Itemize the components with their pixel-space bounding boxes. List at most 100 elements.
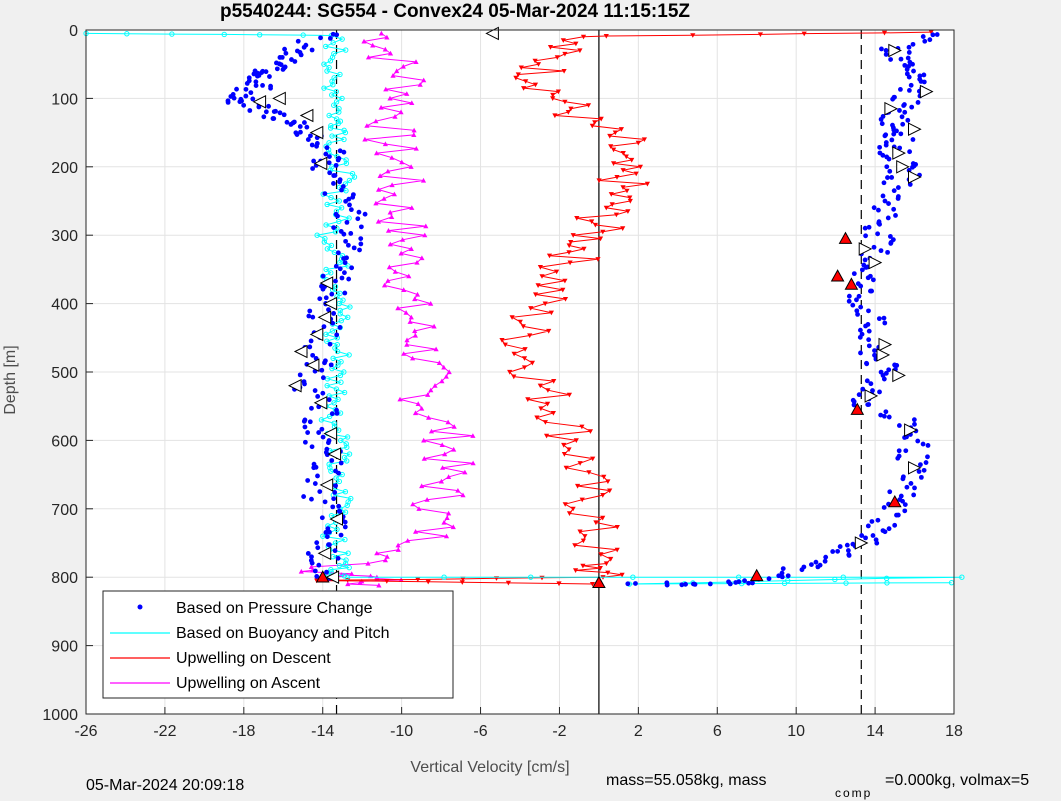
series-point bbox=[247, 108, 253, 113]
series-point bbox=[911, 492, 917, 498]
series-point bbox=[895, 512, 901, 518]
series-point bbox=[357, 247, 362, 253]
glide-marker bbox=[325, 570, 340, 585]
series-point bbox=[439, 442, 445, 447]
series-point bbox=[780, 566, 786, 572]
series-point bbox=[883, 52, 889, 57]
series-point bbox=[241, 102, 247, 108]
series-point bbox=[915, 438, 921, 444]
series-point bbox=[912, 421, 917, 427]
series-point bbox=[328, 242, 335, 249]
series-point bbox=[426, 415, 432, 420]
series-point bbox=[365, 54, 372, 60]
apogee-marker bbox=[887, 494, 902, 508]
series-point bbox=[561, 452, 567, 457]
series-point bbox=[387, 95, 393, 101]
series-point bbox=[410, 501, 416, 507]
series-point bbox=[326, 440, 331, 446]
series-point bbox=[355, 216, 361, 222]
series-point bbox=[326, 112, 332, 119]
series-point bbox=[311, 158, 317, 164]
series-point bbox=[905, 117, 911, 123]
series-point bbox=[327, 125, 334, 131]
series-point bbox=[340, 297, 346, 303]
series-point bbox=[878, 412, 884, 418]
glide-marker bbox=[323, 296, 338, 311]
series-point bbox=[336, 109, 342, 115]
series-point bbox=[300, 32, 306, 38]
series-point bbox=[537, 265, 543, 270]
series-point bbox=[333, 116, 340, 122]
series-point bbox=[451, 424, 457, 429]
series-point bbox=[552, 113, 558, 119]
series-point bbox=[881, 180, 887, 186]
series-point bbox=[625, 581, 631, 587]
glide-marker bbox=[919, 84, 934, 99]
series-point bbox=[750, 580, 755, 586]
series-point bbox=[250, 96, 256, 102]
series-point bbox=[331, 225, 337, 231]
series-point bbox=[877, 221, 882, 227]
series-point bbox=[364, 123, 370, 128]
series-point bbox=[301, 418, 307, 424]
series-point bbox=[614, 547, 620, 553]
series-point bbox=[881, 315, 887, 321]
series-point bbox=[846, 298, 852, 304]
series-point bbox=[320, 286, 326, 292]
series-point bbox=[445, 419, 451, 425]
series-point bbox=[866, 224, 872, 230]
series-point bbox=[304, 124, 310, 130]
series-point bbox=[414, 260, 420, 265]
series-point bbox=[297, 124, 303, 129]
series-point bbox=[169, 31, 175, 37]
series-point bbox=[273, 108, 278, 114]
series-point bbox=[406, 273, 412, 279]
apogee-marker bbox=[850, 402, 865, 415]
series-point bbox=[830, 549, 836, 554]
legend-label-descent: Upwelling on Descent bbox=[176, 650, 331, 667]
footer-timestamp: 05-Mar-2024 20:09:18 bbox=[86, 777, 244, 794]
series-point bbox=[324, 68, 330, 74]
series-point bbox=[334, 332, 340, 338]
series-point bbox=[308, 564, 314, 569]
series-point bbox=[620, 151, 626, 156]
series-point bbox=[314, 574, 320, 579]
series-point bbox=[627, 195, 633, 201]
series-point bbox=[315, 545, 321, 551]
series-point bbox=[327, 154, 332, 159]
series-point bbox=[925, 443, 931, 448]
series-point bbox=[522, 347, 528, 352]
x-tick-label: 6 bbox=[713, 723, 722, 740]
series-point bbox=[881, 30, 888, 36]
series-point bbox=[409, 205, 415, 210]
glide-marker bbox=[892, 368, 906, 383]
series-point bbox=[361, 38, 367, 44]
series-point bbox=[349, 571, 355, 576]
series-point bbox=[302, 439, 308, 445]
series-point bbox=[344, 255, 349, 261]
series-point bbox=[613, 212, 619, 218]
series-point bbox=[907, 149, 913, 155]
series-point bbox=[551, 379, 557, 384]
glide-marker bbox=[317, 546, 332, 561]
series-point bbox=[334, 410, 340, 416]
series-point bbox=[905, 55, 911, 61]
series-point bbox=[580, 563, 586, 569]
series-point bbox=[892, 522, 898, 528]
glide-marker bbox=[858, 242, 873, 256]
series-point bbox=[412, 410, 419, 416]
series-point bbox=[897, 108, 902, 113]
series-point bbox=[859, 267, 865, 273]
series-point bbox=[528, 574, 534, 580]
series-point bbox=[550, 96, 556, 101]
series-point bbox=[896, 448, 902, 454]
series-point bbox=[895, 185, 901, 190]
series-point bbox=[855, 311, 860, 317]
series-point bbox=[408, 314, 414, 320]
glide-marker bbox=[299, 108, 314, 123]
series-point bbox=[882, 133, 888, 139]
series-point bbox=[319, 515, 325, 521]
series-point bbox=[902, 502, 908, 508]
series-point bbox=[330, 320, 336, 326]
series-point bbox=[343, 198, 349, 204]
